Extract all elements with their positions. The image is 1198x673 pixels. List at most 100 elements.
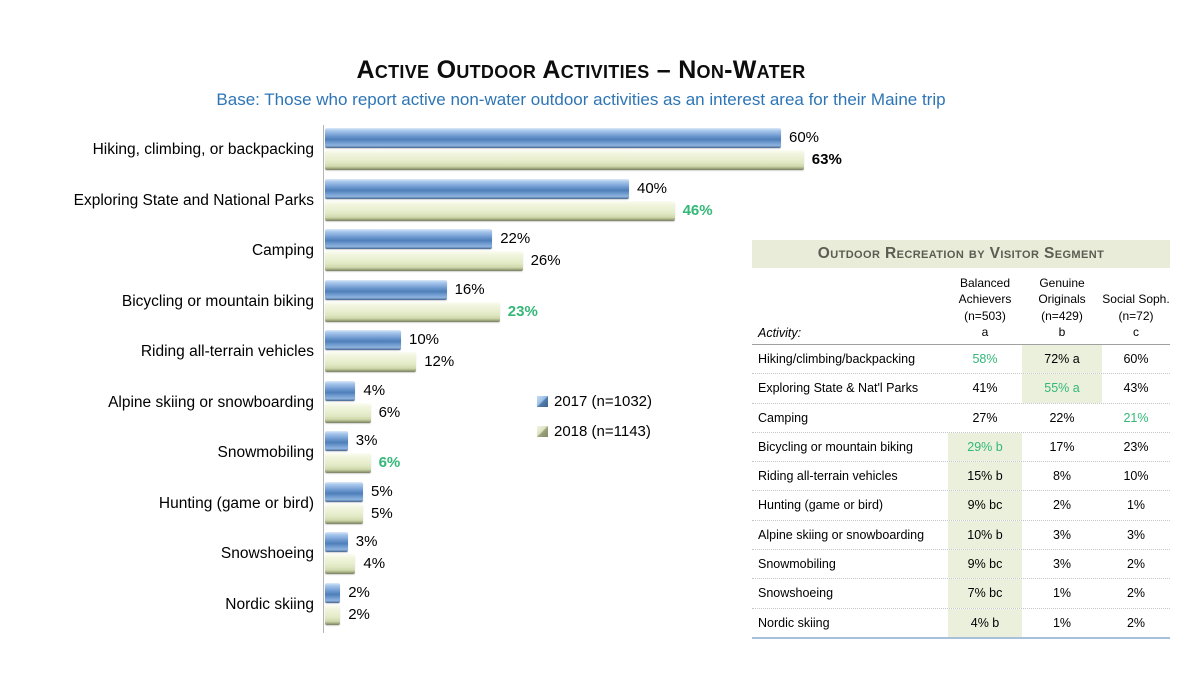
value-cell: 8% [1052, 469, 1072, 484]
bar-value-label: 2% [348, 583, 370, 601]
bar-2018 [325, 301, 500, 322]
bar-2017 [325, 582, 341, 603]
category-label: Bicycling or mountain biking [121, 292, 314, 310]
table-row: Alpine skiing or snowboarding 10% b 3% 3% [752, 520, 1170, 551]
chart-row: Alpine skiing or snowboarding 4% 6% [0, 378, 830, 429]
value-cell: 22% [1049, 410, 1075, 425]
bar-value-label: 4% [363, 555, 386, 572]
column-letter: c [1133, 324, 1139, 339]
bar-group: 60% 63% [324, 125, 842, 176]
bar-value-label: 3% [355, 432, 378, 449]
bar-value-label: 63% [811, 151, 842, 168]
value-cell: 1% [1052, 615, 1072, 630]
value-cell: 58% [972, 352, 998, 366]
table-row: Snowshoeing 7% bc 1% 2% [752, 579, 1170, 609]
activity-cell: Snowshoeing [758, 586, 834, 601]
bar-group: 4% 6% [324, 378, 830, 429]
activity-cell: Alpine skiing or snowboarding [758, 527, 925, 542]
bar-group: 16% 23% [324, 277, 830, 328]
bar-2017 [325, 330, 401, 350]
value-cell: 1% [1126, 498, 1146, 513]
bar-value-label: 46% [682, 201, 713, 219]
activity-cell: Hiking/climbing/backpacking [758, 352, 916, 366]
bar-2018 [325, 150, 804, 170]
value-cell: 23% [1123, 439, 1149, 454]
bar-2018 [325, 554, 356, 574]
value-cell: 9% bc [948, 550, 1022, 579]
chart-row: Exploring State and National Parks 40% 46% [0, 176, 830, 227]
bar-group: 5% 5% [324, 479, 830, 530]
activity-cell: Riding all-terrain vehicles [758, 469, 898, 484]
table-row: Nordic skiing 4% b 1% 2% [752, 608, 1170, 639]
value-cell: 10% b [948, 520, 1022, 550]
bar-value-label: 40% [637, 179, 668, 197]
bar-group: 22% 26% [324, 226, 830, 277]
value-cell: 4% b [948, 608, 1022, 637]
bar-group: 10% 12% [324, 327, 830, 378]
bar-2017 [325, 380, 356, 401]
segment-table: Outdoor Recreation by Visitor Segment Ac… [752, 240, 1170, 639]
bar-group: 3% 4% [324, 529, 830, 580]
bar-group: 3% 6% [324, 428, 830, 479]
value-cell: 2% [1126, 557, 1146, 572]
bar-value-label: 6% [378, 403, 401, 421]
page-title: Active Outdoor Activities – Non-Water [356, 56, 806, 84]
bar-value-label: 23% [507, 302, 538, 320]
value-cell: 43% [1123, 381, 1149, 396]
value-cell: 55% a [1022, 374, 1102, 403]
activity-cell: Nordic skiing [758, 615, 830, 630]
table-row: Bicycling or mountain biking 29% b 17% 23% [752, 432, 1170, 463]
bar-2018 [325, 453, 371, 473]
bar-2018 [325, 200, 675, 221]
value-cell: 3% [1052, 557, 1072, 572]
chart-rows: Hiking, climbing, or backpacking 60% 63% Ex… [0, 125, 842, 630]
table-rows: Hiking/climbing/backpacking 58% 72% a 60% Ex… [752, 345, 1170, 639]
bar-group: 40% 46% [324, 176, 830, 227]
bar-value-label: 5% [371, 504, 393, 522]
value-cell: 60% [1123, 352, 1149, 366]
chart-row: Hunting (game or bird) 5% 5% [0, 479, 830, 530]
value-cell: 2% [1126, 586, 1146, 601]
chart-legend: 2017 (n=1032) 2018 (n=1143) [537, 391, 652, 451]
legend-label: 2017 (n=1032) [554, 393, 652, 410]
value-cell: 9% bc [948, 491, 1022, 520]
column-n: (n=72) [1118, 308, 1154, 323]
bar-chart: Hiking, climbing, or backpacking 60% 63% Ex… [0, 125, 842, 630]
bar-value-label: 5% [371, 482, 393, 500]
legend-swatch-icon [537, 426, 548, 437]
value-cell: 3% [1052, 527, 1072, 542]
value-cell: 72% a [1022, 345, 1102, 374]
value-cell: 7% bc [948, 579, 1022, 608]
bar-value-label: 12% [424, 353, 455, 370]
legend-swatch-icon [537, 396, 548, 407]
value-cell: 2% [1126, 615, 1146, 630]
bar-value-label: 22% [500, 230, 531, 247]
category-label: Nordic skiing [225, 595, 314, 613]
bar-value-label: 4% [363, 381, 386, 399]
category-label: Riding all-terrain vehicles [140, 343, 314, 361]
bar-2017 [325, 229, 493, 249]
bar-value-label: 2% [348, 605, 370, 623]
chart-row: Bicycling or mountain biking 16% 23% [0, 277, 830, 328]
activity-cell: Snowmobiling [758, 557, 836, 572]
table-column-header: Social Soph. (n=72) c [1102, 291, 1170, 344]
value-cell: 10% [1123, 469, 1149, 484]
table-column-header: Genuine Originals (n=429) b [1022, 275, 1102, 344]
table-title: Outdoor Recreation by Visitor Segment [752, 240, 1170, 268]
category-label: Snowmobiling [217, 444, 315, 462]
bar-2018 [325, 352, 417, 372]
column-name: Social Soph. [1102, 292, 1170, 307]
value-cell: 1% [1052, 586, 1072, 601]
column-letter: b [1058, 324, 1066, 339]
bar-value-label: 6% [378, 454, 401, 471]
value-cell: 3% [1126, 527, 1146, 542]
legend-label: 2018 (n=1143) [554, 423, 651, 440]
chart-row: Riding all-terrain vehicles 10% 12% [0, 327, 830, 378]
activity-cell: Bicycling or mountain biking [758, 439, 913, 454]
bar-2018 [325, 503, 363, 524]
bar-value-label: 26% [530, 252, 561, 269]
chart-row: Snowmobiling 3% 6% [0, 428, 830, 479]
bar-value-label: 16% [454, 280, 485, 298]
value-cell: 15% b [948, 462, 1022, 491]
